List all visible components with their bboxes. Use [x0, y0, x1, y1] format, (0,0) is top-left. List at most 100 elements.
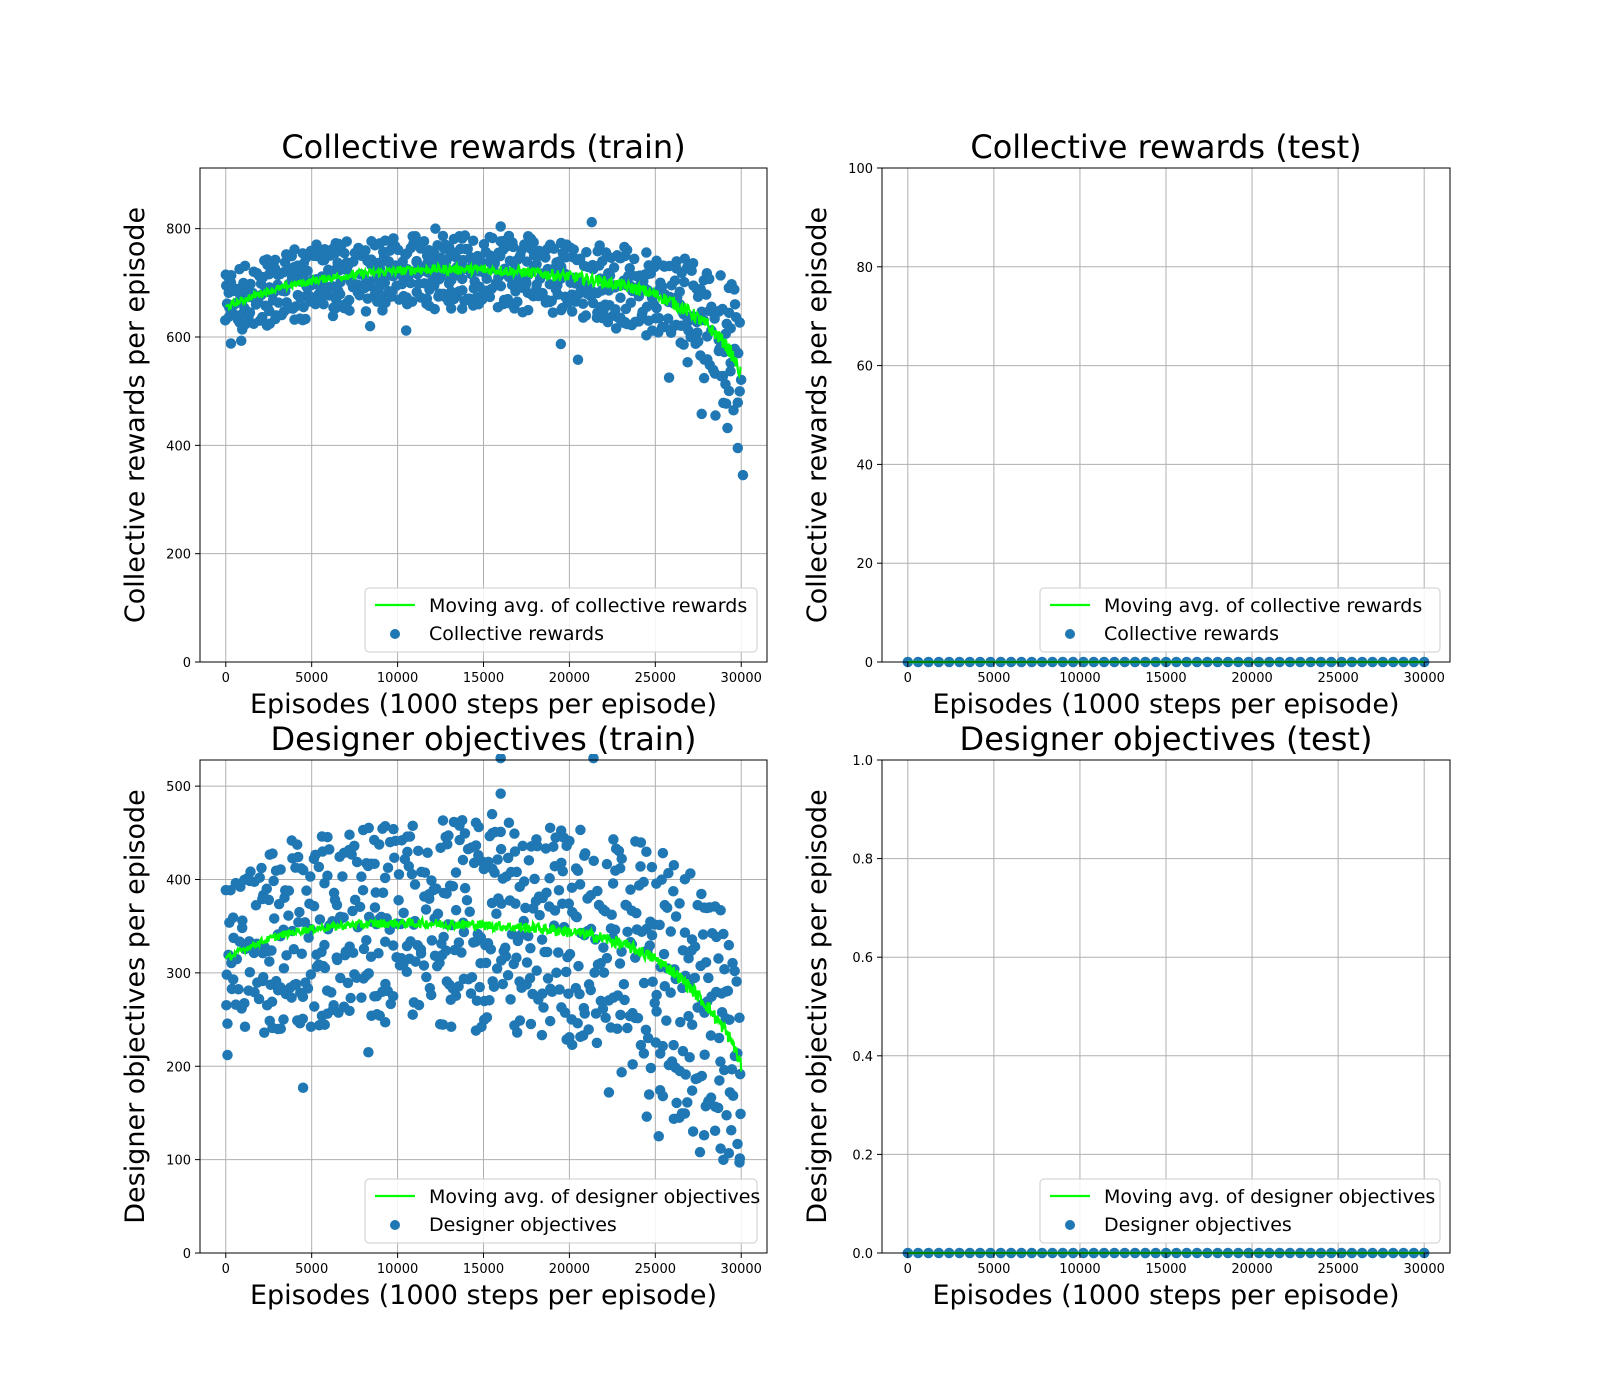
scatter-point	[456, 947, 467, 958]
x-tick-label: 20000	[549, 671, 590, 686]
scatter-point	[677, 1045, 689, 1057]
scatter-point	[290, 978, 302, 990]
scatter-point	[373, 947, 384, 959]
scatter-point	[577, 298, 589, 310]
scatter-point	[529, 873, 540, 885]
scatter-point	[606, 909, 617, 921]
scatter-point	[658, 948, 670, 960]
scatter-point	[709, 1125, 721, 1137]
scatter-point	[542, 946, 553, 958]
scatter-point	[403, 861, 415, 872]
scatter-point	[597, 1003, 609, 1015]
scatter-point	[657, 1090, 669, 1102]
scatter-point	[728, 405, 739, 416]
scatter-point	[239, 997, 250, 1009]
scatter-point	[724, 1014, 735, 1025]
y-tick-label: 300	[166, 967, 191, 982]
scatter-point	[500, 951, 512, 962]
scatter-point	[621, 244, 633, 256]
scatter-point	[638, 876, 649, 888]
scatter-point	[731, 976, 742, 987]
scatter-point	[409, 879, 421, 890]
scatter-point	[474, 981, 485, 993]
scatter-point	[297, 991, 309, 1003]
chart-2: 0 5000 10000 15000 20000 25000 30000 0 20 40 60 80 1…	[802, 128, 1451, 720]
scatter-point	[239, 1021, 251, 1033]
scatter-point	[335, 972, 346, 984]
scatter-point	[607, 878, 619, 889]
scatter-point	[233, 983, 244, 995]
scatter-point	[710, 410, 721, 421]
scatter-point	[422, 847, 433, 859]
x-tick-label: 25000	[1317, 671, 1358, 686]
y-tick-label: 40	[856, 458, 873, 473]
scatter-point	[319, 939, 330, 951]
scatter-point	[670, 911, 682, 922]
scatter-point	[686, 1085, 698, 1096]
scatter-point	[574, 879, 586, 890]
scatter-point	[657, 847, 669, 859]
scatter-point	[680, 1069, 691, 1080]
x-tick-label: 0	[222, 671, 230, 686]
scatter-point	[379, 936, 391, 948]
scatter-point	[459, 828, 471, 839]
scatter-point	[572, 1018, 583, 1029]
scatter-point	[566, 882, 578, 893]
x-axis-label: Episodes (1000 steps per episode)	[932, 689, 1399, 720]
scatter-point	[616, 946, 627, 957]
scatter-point	[559, 1007, 571, 1018]
scatter-point	[301, 885, 312, 896]
y-axis-label: Designer objectives per episode	[802, 789, 833, 1223]
scatter-point	[665, 926, 677, 937]
y-tick-label: 0	[183, 656, 191, 671]
scatter-point	[641, 1111, 652, 1122]
x-tick-label: 15000	[463, 1262, 504, 1277]
scatter-point	[715, 1143, 726, 1154]
x-tick-label: 0	[904, 1262, 912, 1277]
x-tick-label: 20000	[1231, 1262, 1272, 1277]
scatter-point	[496, 898, 507, 909]
scatter-point	[663, 867, 674, 879]
scatter-point	[341, 236, 352, 247]
scatter-point	[511, 866, 522, 878]
scatter-point	[344, 829, 355, 840]
scatter-point	[443, 830, 454, 841]
scatter-point	[459, 882, 471, 894]
scatter-point	[360, 245, 371, 256]
scatter-point	[722, 422, 733, 434]
scatter-point	[641, 247, 652, 258]
scatter-point	[649, 997, 660, 1009]
scatter-point	[437, 815, 449, 826]
scatter-point	[313, 861, 325, 873]
scatter-point	[549, 905, 561, 916]
scatter-point	[363, 822, 374, 834]
scatter-point	[268, 875, 279, 887]
scatter-point	[725, 366, 736, 377]
scatter-point	[525, 1018, 537, 1030]
x-tick-label: 20000	[1231, 671, 1272, 686]
scatter-point	[425, 989, 437, 1001]
scatter-point	[297, 864, 309, 876]
scatter-point	[508, 241, 519, 253]
y-tick-label: 200	[166, 1060, 191, 1075]
scatter-point	[568, 244, 579, 255]
scatter-point	[420, 904, 432, 915]
scatter-point	[722, 985, 734, 997]
scatter-point	[254, 872, 265, 883]
scatter-point	[685, 868, 696, 879]
scatter-point	[531, 259, 542, 270]
legend-label: Designer objectives	[1104, 1214, 1292, 1236]
scatter-point	[281, 950, 292, 961]
scatter-point	[575, 824, 586, 836]
scatter-point	[619, 994, 630, 1006]
scatter-point	[343, 294, 355, 306]
scatter-point	[540, 252, 551, 263]
scatter-point	[488, 981, 500, 992]
scatter-point	[245, 278, 256, 290]
scatter-point	[712, 1102, 724, 1114]
scatter-point	[418, 960, 430, 971]
scatter-point	[662, 313, 674, 324]
scatter-point	[344, 305, 355, 316]
scatter-point	[495, 788, 506, 799]
scatter-point	[405, 277, 416, 289]
